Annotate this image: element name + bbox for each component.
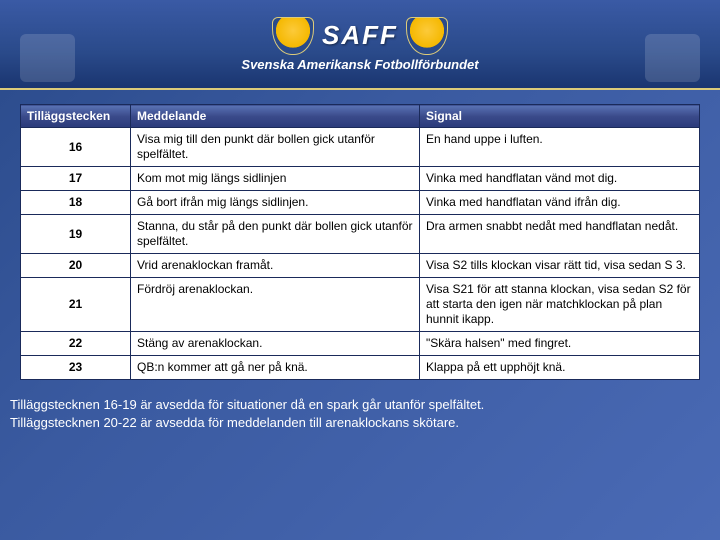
cell-code: 16 [21, 128, 131, 167]
cell-message: Fördröj arenaklockan. [131, 278, 420, 332]
banner-center: SAFF Svenska Amerikansk Fotbollförbundet [241, 17, 478, 72]
saff-shield-icon [272, 17, 314, 55]
signals-table: Tilläggstecken Meddelande Signal 16 Visa… [20, 104, 700, 380]
cell-signal: En hand uppe i luften. [420, 128, 700, 167]
cell-signal: Klappa på ett upphöjt knä. [420, 356, 700, 380]
table-row: 16 Visa mig till den punkt där bollen gi… [21, 128, 700, 167]
col-header-message: Meddelande [131, 105, 420, 128]
cell-code: 23 [21, 356, 131, 380]
partner-logo-left [20, 34, 75, 82]
cell-signal: "Skära halsen" med fingret. [420, 332, 700, 356]
cell-code: 18 [21, 191, 131, 215]
table-row: 21 Fördröj arenaklockan. Visa S21 för at… [21, 278, 700, 332]
table-body: 16 Visa mig till den punkt där bollen gi… [21, 128, 700, 380]
col-header-code: Tilläggstecken [21, 105, 131, 128]
cell-message: Stäng av arenaklockan. [131, 332, 420, 356]
cell-code: 20 [21, 254, 131, 278]
cell-message: Kom mot mig längs sidlinjen [131, 167, 420, 191]
cell-message: Gå bort ifrån mig längs sidlinjen. [131, 191, 420, 215]
partner-logo-right [645, 34, 700, 82]
cell-code: 19 [21, 215, 131, 254]
cell-message: Stanna, du står på den punkt där bollen … [131, 215, 420, 254]
saff-shield-icon [406, 17, 448, 55]
table-row: 20 Vrid arenaklockan framåt. Visa S2 til… [21, 254, 700, 278]
cell-signal: Visa S21 för att stanna klockan, visa se… [420, 278, 700, 332]
table-row: 17 Kom mot mig längs sidlinjen Vinka med… [21, 167, 700, 191]
org-name: Svenska Amerikansk Fotbollförbundet [241, 57, 478, 72]
footer-line-1: Tilläggstecknen 16-19 är avsedda för sit… [10, 396, 710, 414]
table-header-row: Tilläggstecken Meddelande Signal [21, 105, 700, 128]
saff-row: SAFF [272, 17, 448, 55]
table-row: 18 Gå bort ifrån mig längs sidlinjen. Vi… [21, 191, 700, 215]
cell-signal: Dra armen snabbt nedåt med handflatan ne… [420, 215, 700, 254]
cell-message: Visa mig till den punkt där bollen gick … [131, 128, 420, 167]
cell-code: 21 [21, 278, 131, 332]
org-abbr: SAFF [322, 20, 398, 51]
cell-code: 17 [21, 167, 131, 191]
table-row: 22 Stäng av arenaklockan. "Skära halsen"… [21, 332, 700, 356]
cell-signal: Vinka med handflatan vänd ifrån dig. [420, 191, 700, 215]
cell-message: Vrid arenaklockan framåt. [131, 254, 420, 278]
cell-message: QB:n kommer att gå ner på knä. [131, 356, 420, 380]
col-header-signal: Signal [420, 105, 700, 128]
cell-code: 22 [21, 332, 131, 356]
table-row: 23 QB:n kommer att gå ner på knä. Klappa… [21, 356, 700, 380]
footer-line-2: Tilläggstecknen 20-22 är avsedda för med… [10, 414, 710, 432]
content: Tilläggstecken Meddelande Signal 16 Visa… [0, 90, 720, 388]
footer-note: Tilläggstecknen 16-19 är avsedda för sit… [0, 388, 720, 431]
cell-signal: Vinka med handflatan vänd mot dig. [420, 167, 700, 191]
banner: SAFF Svenska Amerikansk Fotbollförbundet [0, 0, 720, 90]
table-row: 19 Stanna, du står på den punkt där boll… [21, 215, 700, 254]
cell-signal: Visa S2 tills klockan visar rätt tid, vi… [420, 254, 700, 278]
